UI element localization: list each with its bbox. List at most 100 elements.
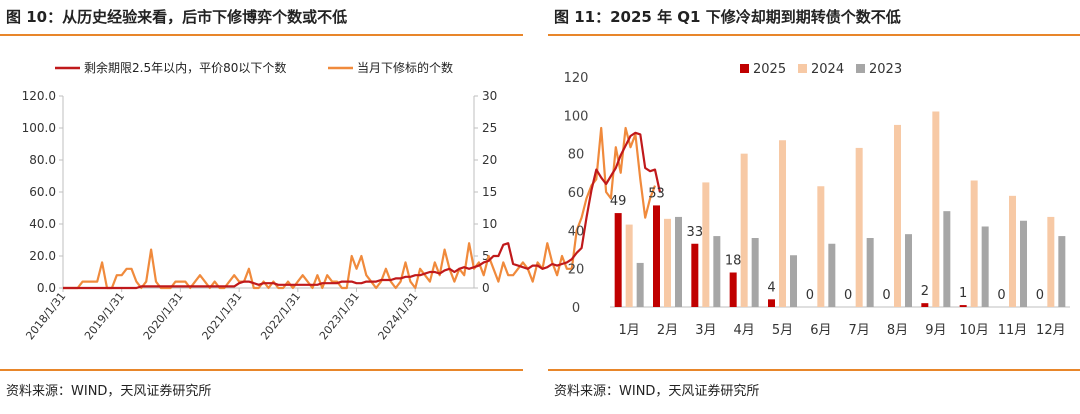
bar-data-label: 0	[882, 288, 890, 303]
left-y-tick-label: 120.0	[22, 89, 56, 103]
bar-2023	[828, 243, 836, 307]
bar-x-tick-label: 10月	[959, 323, 989, 338]
bar-y-tick-label: 20	[568, 263, 585, 278]
bar-y-tick-label: 0	[572, 301, 580, 316]
x-tick-label: 2020/1/31	[141, 290, 186, 342]
bar-2024	[970, 180, 978, 307]
left-source-rule	[0, 369, 523, 371]
bar-data-label: 53	[648, 186, 665, 201]
legend-label-orange: 当月下修标的个数	[357, 60, 453, 75]
left-title-rule	[0, 34, 523, 36]
bar-2024	[855, 147, 863, 307]
bar-y-tick-label: 80	[568, 148, 585, 163]
bar-2024	[779, 140, 786, 307]
x-tick-label: 2024/1/31	[376, 290, 421, 342]
bar-data-label: 33	[687, 225, 704, 240]
bar-x-tick-label: 6月	[810, 323, 831, 338]
bar-data-label: 2	[921, 284, 929, 299]
bar-2023	[675, 216, 682, 307]
line-chart: 0.0 20.0 40.0 60.0 80.0 100.0 120.0 0 5 10 15 20 25 3…	[22, 60, 661, 342]
right-title-rule	[548, 34, 1080, 36]
bar-2023	[1058, 236, 1066, 307]
bar-2025	[691, 243, 699, 307]
legend-swatch-2024	[798, 64, 807, 73]
bar-2023	[636, 262, 644, 307]
bar-data-label: 49	[610, 194, 627, 209]
bar-2024	[932, 111, 940, 307]
bar-2024	[1047, 216, 1055, 307]
bar-data-label: 1	[959, 286, 967, 301]
x-tick-label: 2022/1/31	[258, 290, 303, 342]
left-y-tick-label: 60.0	[29, 185, 56, 199]
bar-x-tick-label: 1月	[619, 323, 640, 338]
right-source-note: 资料来源：WIND，天风证券研究所	[554, 384, 760, 399]
left-y-tick-label: 0.0	[37, 281, 56, 295]
bar-2024	[894, 124, 901, 308]
bar-2025	[959, 305, 967, 307]
bar-y-tick-label: 120	[564, 71, 589, 86]
left-source-note: 资料来源：WIND，天风证券研究所	[6, 384, 212, 399]
bar-2023	[713, 236, 721, 307]
legend-label-2025: 2025	[753, 62, 786, 77]
bar-2024	[1009, 195, 1016, 307]
bar-2025	[768, 299, 775, 307]
bar-2024	[817, 186, 825, 307]
bar-2023	[981, 226, 989, 307]
bar-2025	[614, 213, 622, 307]
bar-x-tick-label: 12月	[1036, 323, 1066, 338]
bar-x-tick-label: 2月	[657, 323, 678, 338]
left-figure-title: 图 10：从历史经验来看，后市下修博弈个数或不低	[6, 8, 348, 26]
bar-x-tick-label: 5月	[772, 323, 793, 338]
bar-2023	[751, 238, 759, 307]
x-tick-label: 2023/1/31	[317, 290, 362, 342]
bar-2023	[905, 234, 912, 307]
left-y-tick-label: 100.0	[22, 121, 56, 135]
bar-data-label: 0	[997, 288, 1005, 303]
bar-data-label: 18	[725, 254, 742, 269]
bar-2023	[943, 211, 951, 307]
legend-label-2023: 2023	[869, 62, 902, 77]
bar-2023	[1020, 220, 1027, 307]
x-tick-label: 2021/1/31	[200, 290, 245, 342]
bar-x-tick-label: 8月	[887, 323, 908, 338]
right-y-tick-label: 30	[482, 89, 497, 103]
x-tick-label: 2018/1/31	[23, 290, 68, 342]
bar-2024	[702, 182, 710, 307]
bar-y-tick-label: 60	[568, 186, 585, 201]
left-figure-panel: 图 10：从历史经验来看，后市下修博弈个数或不低 0.0 20.0 40.0 60.0…	[0, 0, 661, 414]
right-y-tick-label: 0	[482, 281, 490, 295]
series-line-orange	[63, 126, 657, 290]
x-tick-label: 2019/1/31	[82, 290, 127, 342]
right-figure-panel: 图 11：2025 年 Q1 下修冷却期到期转债个数不低 0 20 40 60 80 10…	[548, 0, 1080, 414]
bar-y-tick-label: 100	[564, 109, 589, 124]
bar-x-tick-label: 7月	[849, 323, 870, 338]
bar-data-label: 0	[844, 288, 852, 303]
series-line-red	[63, 131, 661, 290]
right-y-tick-label: 25	[482, 121, 497, 135]
legend-label-red: 剩余期限2.5年以内，平价80以下个数	[84, 60, 286, 75]
right-y-tick-label: 20	[482, 153, 497, 167]
bar-data-label: 0	[1036, 288, 1044, 303]
right-figure-title: 图 11：2025 年 Q1 下修冷却期到期转债个数不低	[554, 8, 901, 26]
left-y-tick-label: 40.0	[29, 217, 56, 231]
bar-y-tick-label: 40	[568, 224, 585, 239]
left-y-tick-label: 20.0	[29, 249, 56, 263]
bar-2024	[664, 218, 671, 307]
bar-2025	[921, 303, 929, 307]
bar-2025	[729, 272, 737, 307]
right-y-tick-label: 5	[482, 249, 490, 263]
bar-2025	[653, 205, 660, 307]
bar-2023	[866, 238, 874, 307]
right-source-rule	[548, 369, 1080, 371]
bar-2024	[740, 153, 748, 307]
bar-x-tick-label: 3月	[695, 323, 716, 338]
bar-2023	[790, 255, 797, 307]
bar-data-label: 0	[806, 288, 814, 303]
legend-swatch-2025	[740, 64, 749, 73]
legend-label-2024: 2024	[811, 62, 844, 77]
left-y-tick-label: 80.0	[29, 153, 56, 167]
legend-swatch-2023	[856, 64, 865, 73]
bar-chart: 020406080100120491月532月333月184月45月06月07月…	[564, 62, 1070, 338]
bar-data-label: 4	[767, 280, 775, 295]
right-y-tick-label: 15	[482, 185, 497, 199]
